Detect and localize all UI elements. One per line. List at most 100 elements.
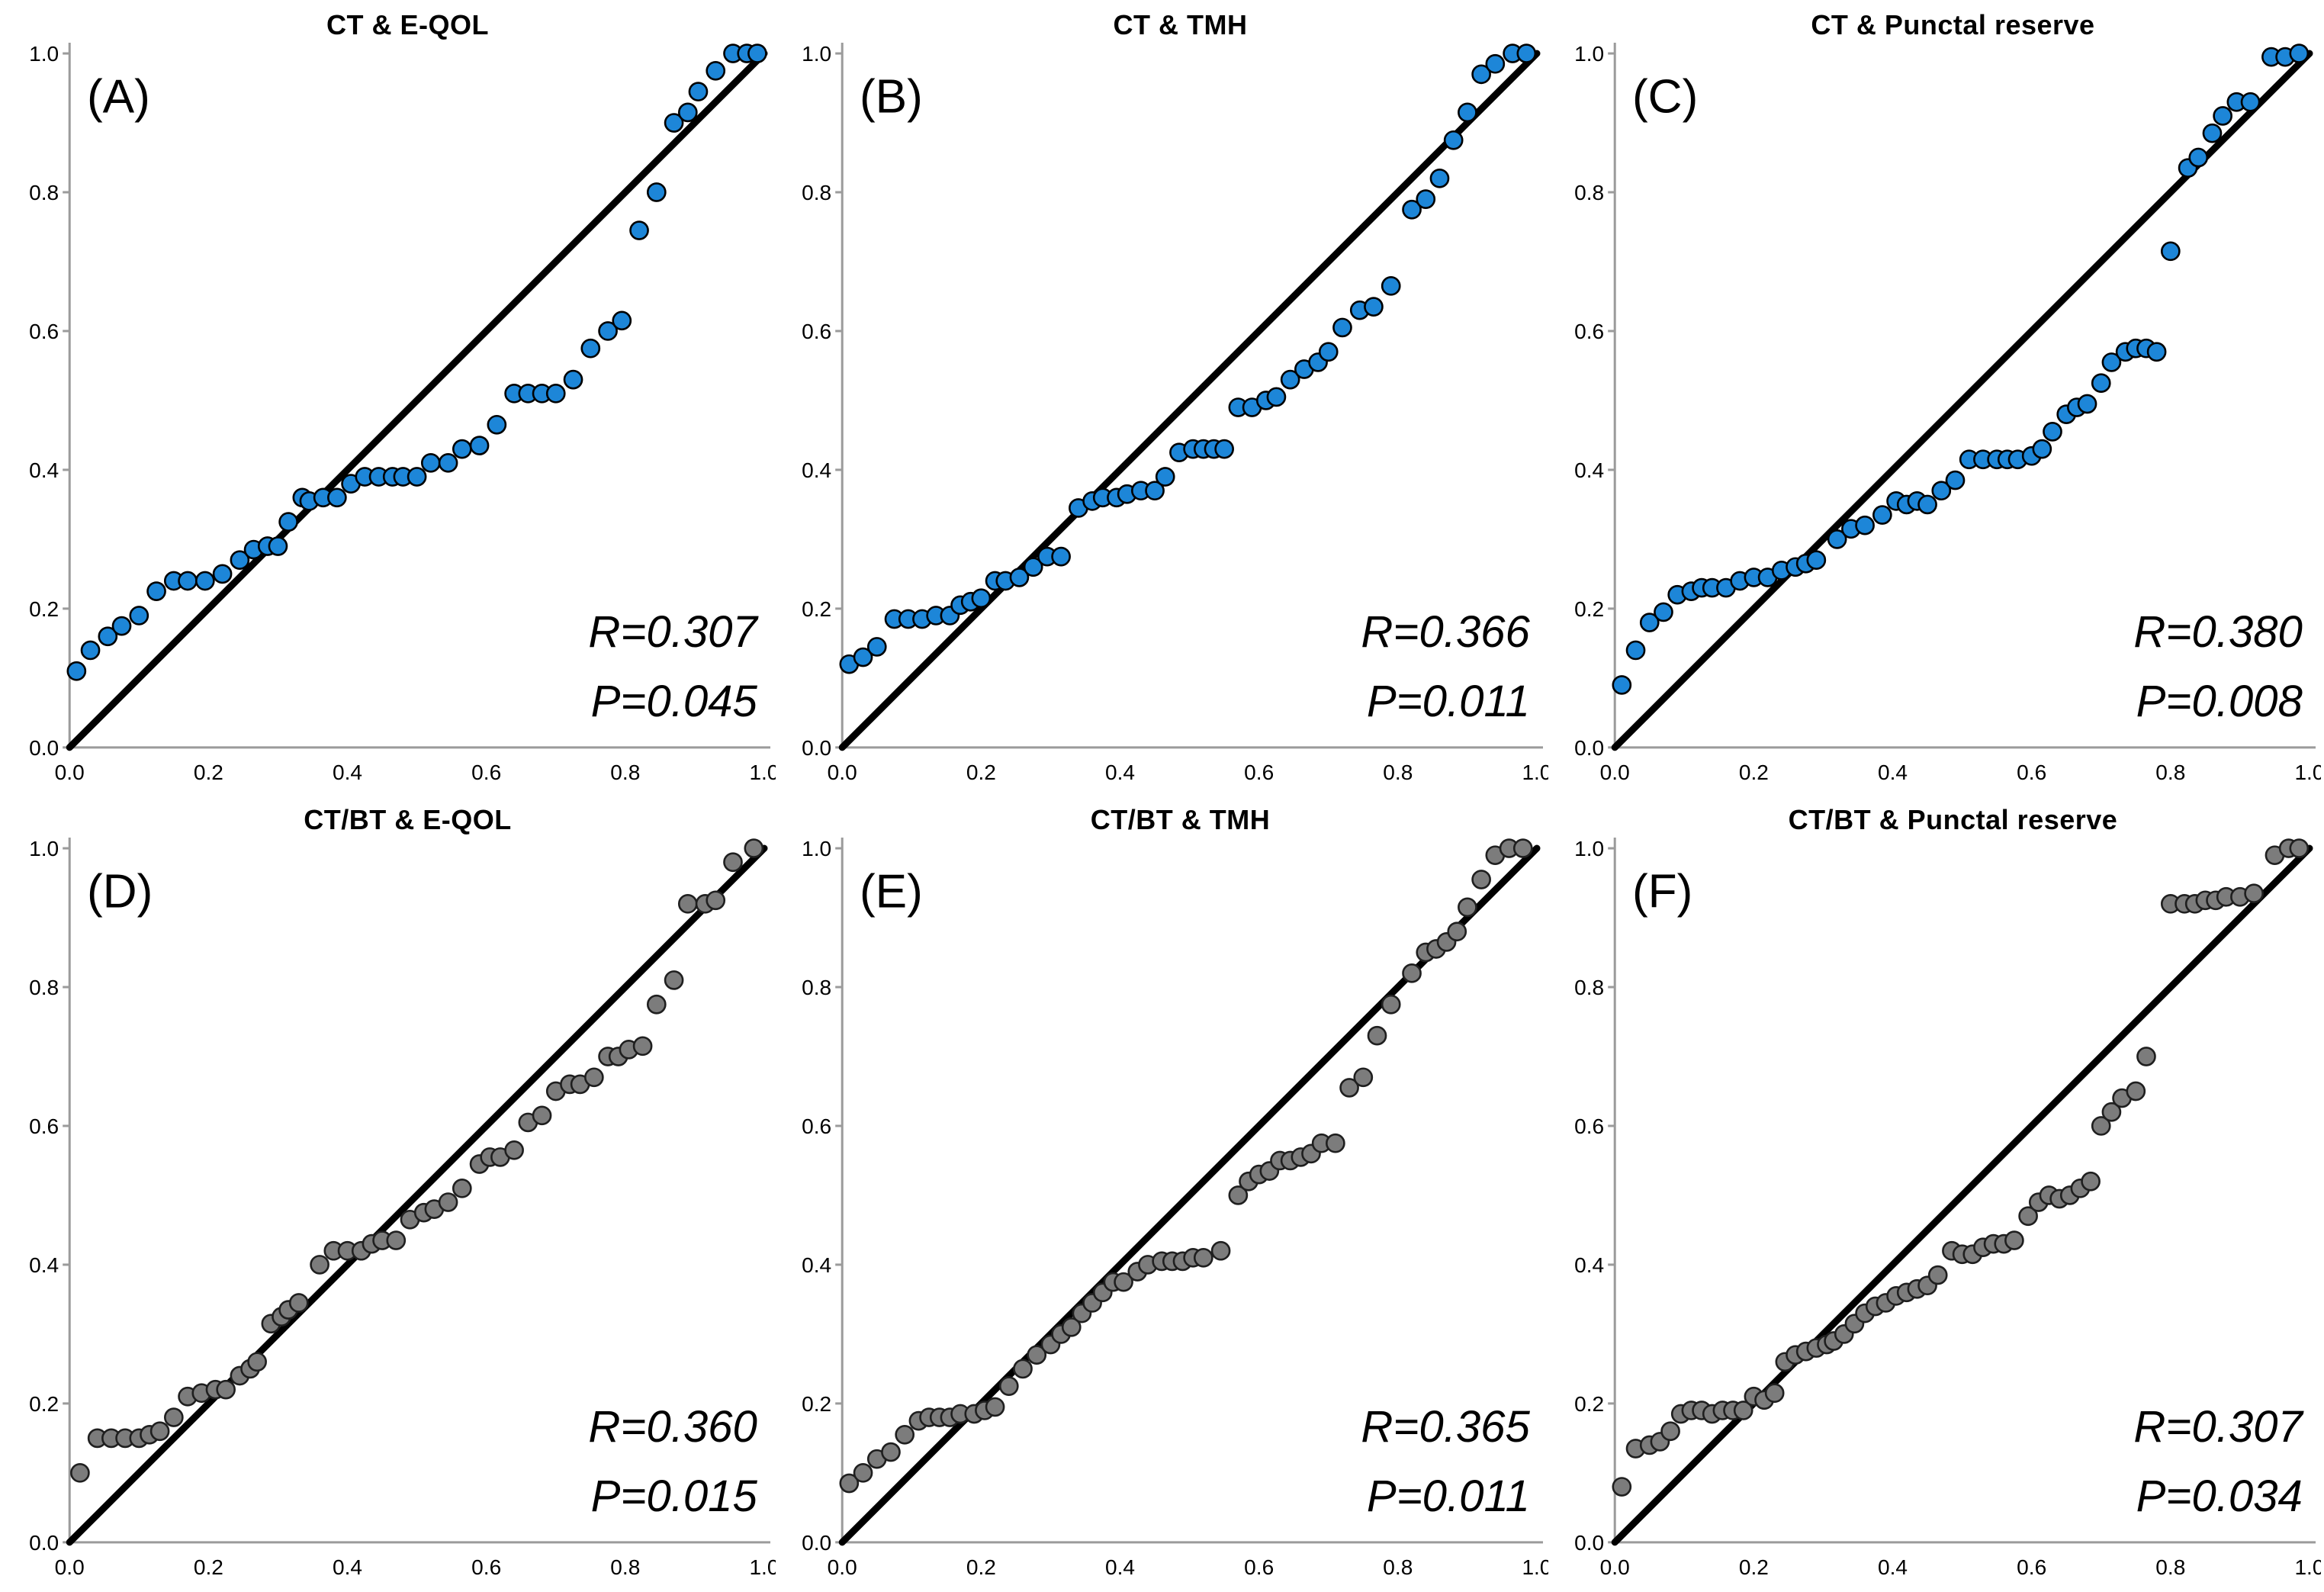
y-tick-label: 0.2 xyxy=(802,1392,831,1416)
data-point xyxy=(70,1463,90,1483)
r-value-label: R=0.307 xyxy=(588,607,759,657)
data-point xyxy=(2101,1102,2122,1122)
panel-a-plot: 0.00.0 0.2 0.2 0.4 0.4 0.6 0.6 0.8 0.8 1.0 1.0 (A) R… xyxy=(29,42,776,784)
data-point xyxy=(1855,515,1875,535)
x-tick-label: 0.2 xyxy=(194,1555,223,1579)
data-point xyxy=(1318,342,1339,362)
data-point xyxy=(1485,53,1506,74)
data-point xyxy=(881,1442,901,1462)
data-point xyxy=(706,60,726,81)
x-tick-label: 0.6 xyxy=(1244,761,1274,784)
x-tick-label: 0.8 xyxy=(610,1555,640,1579)
data-point xyxy=(853,1463,873,1483)
panel-letter: (E) xyxy=(860,865,923,918)
x-tick-label: 0.8 xyxy=(2155,1555,2185,1579)
data-point xyxy=(1612,1477,1632,1497)
data-point xyxy=(438,452,458,473)
data-point xyxy=(487,414,507,435)
panel-b-plot: 0.00.0 0.2 0.2 0.4 0.4 0.6 0.6 0.8 0.8 1.0 1.0 (B) R… xyxy=(802,42,1548,784)
data-point xyxy=(1193,1247,1213,1268)
data-point xyxy=(1733,1401,1753,1420)
data-point xyxy=(288,1293,309,1313)
y-tick-label: 0.8 xyxy=(802,181,831,204)
x-tick-label: 0.4 xyxy=(1105,761,1135,784)
data-point xyxy=(2077,394,2097,414)
x-tick-label: 1.0 xyxy=(1522,761,1548,784)
r-value-label: R=0.366 xyxy=(1361,607,1530,657)
identity-line xyxy=(838,844,1541,1546)
data-point xyxy=(1945,470,1966,490)
identity-line xyxy=(838,50,1541,751)
data-point xyxy=(129,606,149,626)
y-tick-label: 0.0 xyxy=(1574,736,1604,760)
y-tick-label: 1.0 xyxy=(802,42,831,66)
data-point xyxy=(677,894,698,914)
panel-a: CT & E-QOL 0.0 0.0 0.2 0.2 0.4 0.4 0.6 0.6 0.8 0.… xyxy=(9,3,776,796)
panel-e-plot: 0.00.0 0.2 0.2 0.4 0.4 0.6 0.6 0.8 0.8 1.0 1.0 (E) R… xyxy=(802,837,1548,1579)
data-point xyxy=(866,637,887,657)
x-tick-label: 0.0 xyxy=(828,761,857,784)
data-point xyxy=(1339,1078,1359,1098)
y-tick-label: 0.4 xyxy=(29,458,59,482)
data-point xyxy=(2146,342,2167,362)
data-point xyxy=(1364,297,1384,317)
x-tick-label: 0.2 xyxy=(966,761,996,784)
data-point xyxy=(327,487,347,508)
panel-e: CT/BT & TMH 0.0 0.0 0.2 0.2 0.4 0.4 0.6 0.6 0.8 0… xyxy=(782,798,1548,1591)
y-tick-label: 0.2 xyxy=(29,1392,59,1416)
data-point xyxy=(706,890,726,911)
data-point xyxy=(1367,1025,1387,1046)
data-point xyxy=(1660,1421,1680,1442)
data-point xyxy=(111,616,132,636)
data-point xyxy=(1266,387,1287,407)
data-point xyxy=(723,852,743,873)
data-point xyxy=(1625,640,1646,661)
data-point xyxy=(1280,369,1300,390)
y-tick-label: 0.4 xyxy=(29,1253,59,1277)
data-point xyxy=(985,1397,1005,1417)
x-tick-label: 0.8 xyxy=(2155,761,2185,784)
r-value-label: R=0.365 xyxy=(1361,1402,1530,1452)
data-point xyxy=(1114,1272,1133,1292)
y-tick-label: 0.4 xyxy=(1574,1253,1604,1277)
data-point xyxy=(452,439,472,459)
data-point xyxy=(420,452,441,473)
data-point xyxy=(853,647,873,667)
panel-c-title: CT & Punctal reserve xyxy=(1811,9,2095,40)
data-point xyxy=(1458,897,1477,918)
y-tick-label: 0.8 xyxy=(1574,976,1604,999)
y-tick-label: 0.4 xyxy=(802,458,831,482)
data-point xyxy=(2136,1047,2156,1066)
panel-letter: (F) xyxy=(1632,865,1692,918)
panel-letter: (A) xyxy=(87,70,150,123)
data-point xyxy=(310,1255,329,1275)
data-point xyxy=(1512,838,1533,858)
x-tick-label: 0.2 xyxy=(1739,761,1769,784)
data-point xyxy=(532,1105,552,1126)
data-point xyxy=(895,1424,915,1445)
data-point xyxy=(80,640,101,661)
data-point xyxy=(1471,870,1491,889)
y-tick-label: 1.0 xyxy=(29,837,59,860)
data-point xyxy=(688,82,709,101)
data-point xyxy=(469,436,490,455)
panel-b: CT & TMH 0.0 0.0 0.2 0.2 0.4 0.4 0.6 0.6 0.8 0.8 1… xyxy=(782,3,1548,796)
data-point xyxy=(1458,102,1477,123)
identity-line xyxy=(1611,844,2313,1546)
data-point xyxy=(646,994,667,1015)
y-tick-label: 1.0 xyxy=(29,42,59,66)
panel-letter: (C) xyxy=(1632,70,1698,123)
y-tick-label: 0.0 xyxy=(802,736,831,760)
y-tick-label: 0.2 xyxy=(1574,597,1604,621)
r-value-label: R=0.307 xyxy=(2133,1402,2304,1452)
data-point xyxy=(1381,994,1401,1015)
data-point xyxy=(580,338,601,359)
y-tick-label: 1.0 xyxy=(1574,837,1604,860)
x-tick-label: 0.4 xyxy=(1878,1555,1908,1579)
data-point xyxy=(1764,1383,1785,1404)
p-value-label: P=0.008 xyxy=(2136,677,2303,726)
data-point xyxy=(1471,64,1491,85)
x-tick-label: 0.6 xyxy=(2017,761,2046,784)
x-tick-label: 1.0 xyxy=(2294,1555,2321,1579)
